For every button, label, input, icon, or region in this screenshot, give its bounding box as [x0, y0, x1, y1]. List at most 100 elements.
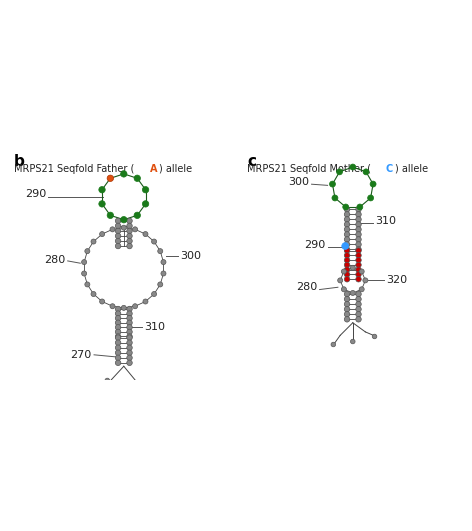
Circle shape: [356, 237, 361, 242]
Circle shape: [359, 269, 364, 274]
Circle shape: [100, 299, 105, 304]
Circle shape: [356, 221, 361, 227]
Circle shape: [105, 378, 110, 383]
Circle shape: [344, 248, 350, 253]
Circle shape: [121, 305, 126, 311]
Circle shape: [356, 217, 361, 222]
Circle shape: [134, 212, 141, 219]
Circle shape: [133, 227, 138, 232]
Circle shape: [91, 239, 96, 244]
Circle shape: [344, 232, 350, 237]
Circle shape: [107, 212, 114, 219]
Circle shape: [344, 242, 350, 247]
Circle shape: [344, 207, 350, 212]
Text: 280: 280: [44, 255, 66, 265]
Circle shape: [127, 329, 132, 335]
Circle shape: [344, 221, 350, 227]
Text: 290: 290: [304, 241, 325, 250]
Text: 310: 310: [376, 216, 396, 226]
Circle shape: [110, 304, 115, 309]
Circle shape: [127, 335, 132, 340]
Circle shape: [329, 181, 336, 187]
Circle shape: [158, 249, 163, 254]
Circle shape: [133, 304, 138, 309]
Circle shape: [344, 247, 350, 252]
Circle shape: [115, 335, 121, 340]
Circle shape: [342, 243, 349, 250]
Circle shape: [350, 164, 356, 170]
Text: A: A: [150, 164, 158, 174]
Circle shape: [344, 277, 350, 282]
Text: ) allele: ) allele: [395, 164, 428, 174]
Circle shape: [120, 217, 127, 223]
Circle shape: [356, 258, 361, 263]
Circle shape: [127, 311, 132, 316]
Circle shape: [331, 342, 336, 347]
Circle shape: [127, 228, 132, 234]
Circle shape: [370, 181, 376, 187]
Circle shape: [372, 334, 377, 339]
Circle shape: [120, 170, 127, 177]
Circle shape: [344, 212, 350, 217]
Circle shape: [127, 223, 132, 229]
Circle shape: [115, 218, 121, 224]
Circle shape: [356, 277, 361, 282]
Circle shape: [127, 306, 132, 312]
Text: 280: 280: [296, 281, 317, 292]
Circle shape: [115, 238, 121, 244]
Circle shape: [356, 312, 361, 317]
Circle shape: [115, 360, 121, 365]
Circle shape: [127, 360, 132, 365]
Circle shape: [115, 223, 121, 229]
Text: c: c: [247, 155, 256, 169]
Circle shape: [356, 253, 361, 258]
Circle shape: [356, 316, 361, 322]
Circle shape: [344, 272, 350, 277]
Circle shape: [152, 292, 157, 296]
Circle shape: [127, 243, 132, 249]
Circle shape: [158, 282, 163, 287]
Circle shape: [115, 345, 121, 350]
Circle shape: [115, 306, 121, 312]
Circle shape: [127, 350, 132, 355]
Text: 300: 300: [288, 177, 309, 187]
Circle shape: [143, 201, 149, 207]
Circle shape: [344, 217, 350, 222]
Circle shape: [356, 207, 361, 212]
Circle shape: [332, 195, 338, 201]
Circle shape: [99, 186, 105, 193]
Circle shape: [115, 315, 121, 321]
Circle shape: [115, 243, 121, 249]
Circle shape: [344, 227, 350, 232]
Circle shape: [337, 169, 343, 175]
Circle shape: [127, 238, 132, 244]
Circle shape: [127, 324, 132, 330]
Circle shape: [356, 306, 361, 312]
Circle shape: [356, 272, 361, 277]
Circle shape: [115, 311, 121, 316]
Circle shape: [127, 340, 132, 346]
Circle shape: [350, 290, 355, 295]
Circle shape: [344, 302, 350, 307]
Circle shape: [344, 267, 350, 272]
Circle shape: [115, 324, 121, 330]
Text: ) allele: ) allele: [159, 164, 193, 174]
Circle shape: [344, 296, 350, 302]
Circle shape: [356, 292, 361, 297]
Circle shape: [344, 262, 350, 268]
Circle shape: [115, 320, 121, 326]
Circle shape: [337, 278, 343, 283]
Circle shape: [344, 253, 350, 258]
Text: C: C: [386, 164, 393, 174]
Circle shape: [152, 239, 157, 244]
Circle shape: [99, 201, 105, 207]
Circle shape: [356, 232, 361, 237]
Circle shape: [110, 227, 115, 232]
Circle shape: [107, 175, 114, 182]
Text: 320: 320: [386, 275, 407, 285]
Circle shape: [356, 248, 361, 253]
Circle shape: [127, 315, 132, 321]
Text: 290: 290: [25, 189, 46, 199]
Circle shape: [143, 299, 148, 304]
Circle shape: [357, 204, 363, 210]
